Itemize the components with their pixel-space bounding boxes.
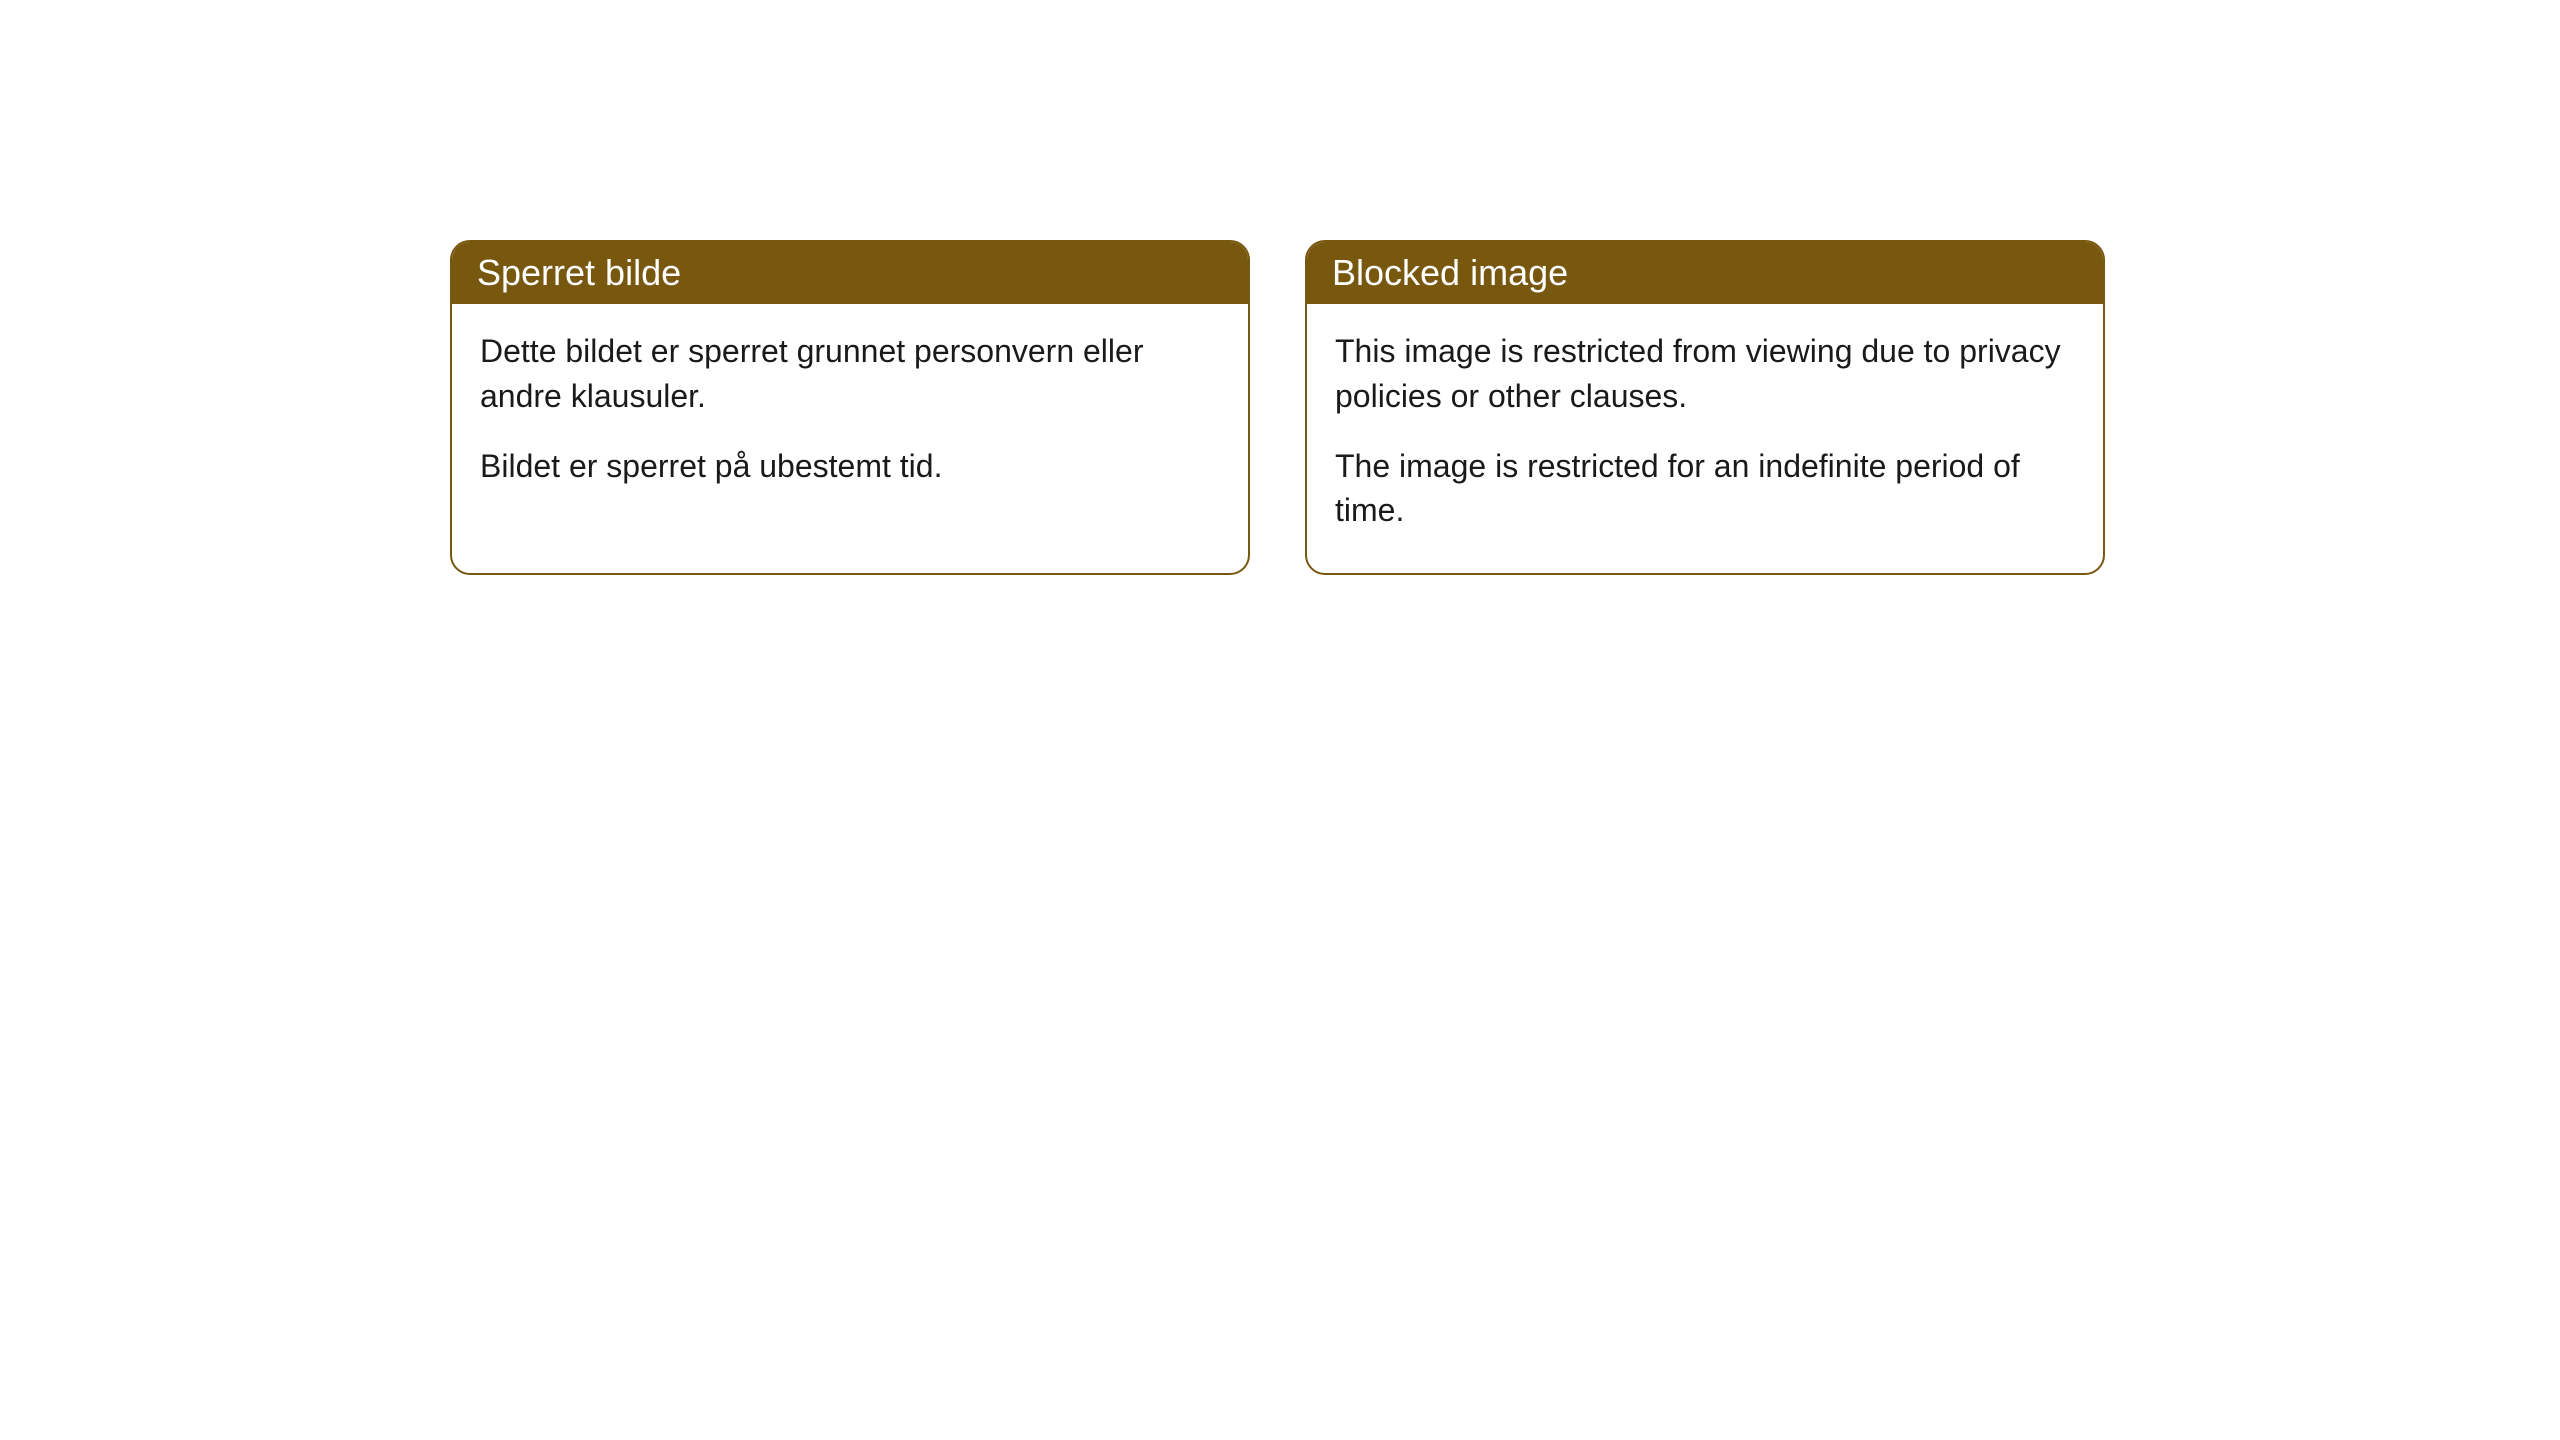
blocked-image-card-norwegian: Sperret bilde Dette bildet er sperret gr…: [450, 240, 1250, 575]
restriction-duration-text: Bildet er sperret på ubestemt tid.: [480, 444, 1220, 489]
card-header-norwegian: Sperret bilde: [452, 242, 1248, 304]
card-body-norwegian: Dette bildet er sperret grunnet personve…: [452, 304, 1248, 528]
card-body-english: This image is restricted from viewing du…: [1307, 304, 2103, 573]
restriction-reason-text: This image is restricted from viewing du…: [1335, 329, 2075, 419]
restriction-duration-text: The image is restricted for an indefinit…: [1335, 444, 2075, 534]
restriction-reason-text: Dette bildet er sperret grunnet personve…: [480, 329, 1220, 419]
card-header-english: Blocked image: [1307, 242, 2103, 304]
blocked-image-card-english: Blocked image This image is restricted f…: [1305, 240, 2105, 575]
cards-container: Sperret bilde Dette bildet er sperret gr…: [450, 240, 2105, 575]
